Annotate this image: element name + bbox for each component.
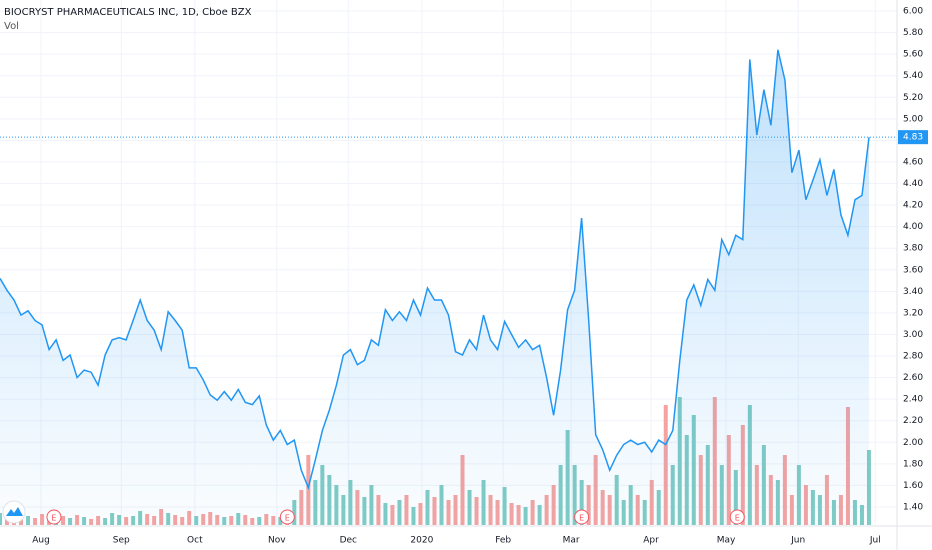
last-price-label: 4.83 bbox=[903, 133, 923, 143]
x-tick-label: Jun bbox=[790, 536, 805, 546]
axes: 1.40 1.60 1.80 2.00 2.20 2.40 2.60 2.80 3.00 3.20… bbox=[32, 6, 928, 546]
x-tick-label: May bbox=[717, 536, 736, 546]
x-tick-label: Jul bbox=[869, 536, 881, 546]
earnings-label: E bbox=[51, 514, 56, 523]
price bbox=[0, 49, 897, 526]
x-tick-label: 2020 bbox=[410, 536, 433, 546]
x-tick-label: Apr bbox=[643, 536, 659, 546]
y-tick-label: 3.80 bbox=[903, 244, 923, 254]
last-price-box bbox=[898, 130, 928, 145]
y-tick-label: 2.80 bbox=[903, 352, 923, 362]
y-tick-label: 3.00 bbox=[903, 330, 923, 340]
y-tick-label: 4.40 bbox=[903, 179, 923, 189]
earnings-label: E bbox=[579, 514, 584, 523]
y-tick-label: 5.40 bbox=[903, 71, 923, 81]
x-tick-label: Sep bbox=[113, 536, 130, 546]
chart-title: BIOCRYST PHARMACEUTICALS INC, 1D, Cboe B… bbox=[4, 7, 252, 18]
x-tick-label: Mar bbox=[563, 536, 580, 546]
earnings-marker bbox=[46, 509, 62, 525]
y-tick-label: 5.20 bbox=[903, 93, 923, 103]
earnings-label: E bbox=[735, 514, 740, 523]
logo bbox=[2, 500, 26, 524]
x-tick-label: Oct bbox=[187, 536, 203, 546]
volume-label: Vol bbox=[4, 21, 19, 32]
earnings-marker bbox=[279, 509, 295, 525]
earnings-marker bbox=[729, 509, 745, 525]
y-tick-label: 4.20 bbox=[903, 201, 923, 211]
y-tick-label: 4.60 bbox=[903, 157, 923, 167]
earnings-marker bbox=[574, 509, 590, 525]
x-tick-label: Dec bbox=[340, 536, 357, 546]
price-line bbox=[0, 49, 870, 491]
y-tick-label: 4.00 bbox=[903, 222, 923, 232]
y-tick-label: 2.40 bbox=[903, 395, 923, 405]
y-tick-label: 1.60 bbox=[903, 481, 923, 491]
x-tick-label: Aug bbox=[32, 536, 50, 546]
y-tick-label: 3.20 bbox=[903, 308, 923, 318]
earnings-label: E bbox=[285, 514, 290, 523]
y-tick-label: 3.40 bbox=[903, 287, 923, 297]
x-tick-label: Nov bbox=[268, 536, 286, 546]
y-tick-label: 1.80 bbox=[903, 459, 923, 469]
y-tick-label: 6.00 bbox=[903, 6, 923, 16]
price-area bbox=[0, 49, 869, 526]
x-tick-label: Feb bbox=[495, 536, 511, 546]
y-tick-label: 2.60 bbox=[903, 373, 923, 383]
y-tick-label: 1.40 bbox=[903, 502, 923, 512]
y-tick-label: 2.20 bbox=[903, 416, 923, 426]
y-tick-label: 2.00 bbox=[903, 438, 923, 448]
y-tick-label: 5.80 bbox=[903, 28, 923, 38]
y-tick-label: 5.00 bbox=[903, 114, 923, 124]
y-tick-label: 3.60 bbox=[903, 265, 923, 275]
y-tick-label: 5.60 bbox=[903, 50, 923, 60]
